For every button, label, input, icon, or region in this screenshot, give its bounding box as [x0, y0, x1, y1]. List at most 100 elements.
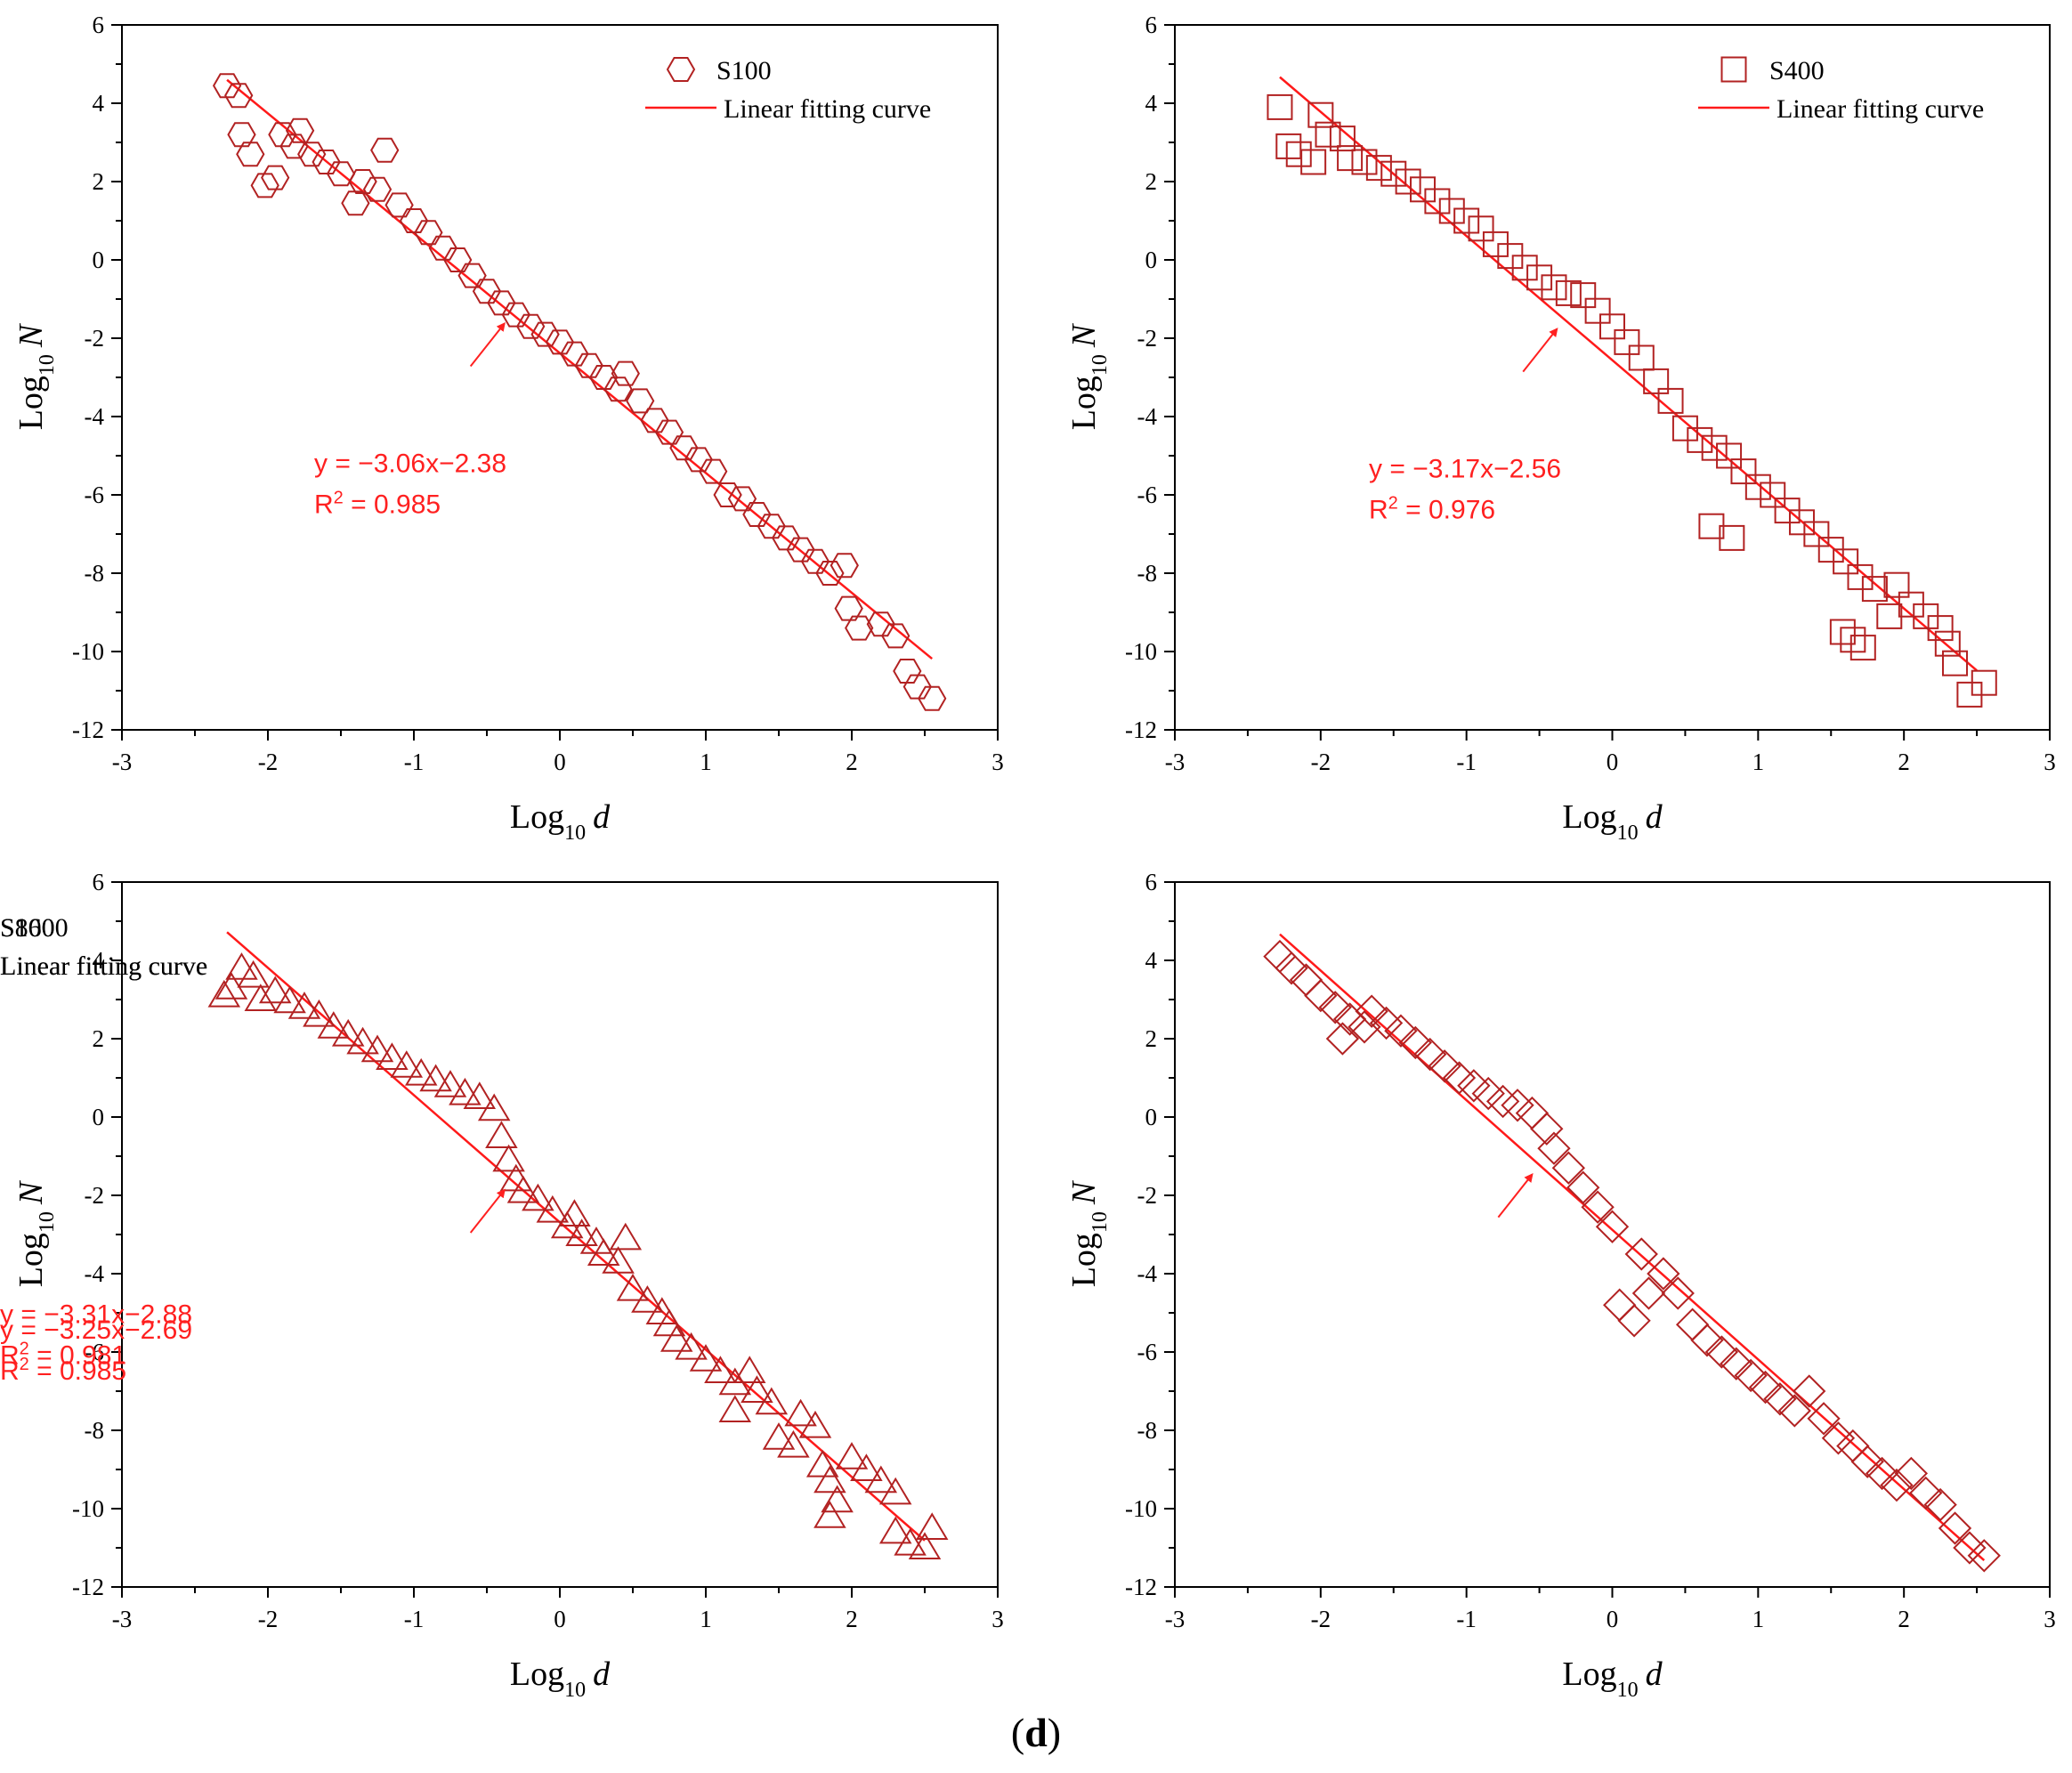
data-point: [1704, 1335, 1739, 1369]
data-point: [1395, 168, 1421, 195]
data-point: [399, 208, 429, 233]
data-point: [1690, 1324, 1724, 1357]
legend-fit-label: Linear fitting curve: [1777, 94, 1984, 124]
data-point: [472, 279, 502, 304]
data-point: [1971, 669, 1997, 696]
y-tick-label: -2: [1137, 325, 1158, 352]
data-point: [704, 1356, 737, 1383]
data-point: [631, 1285, 664, 1313]
y-axis-label-sub: 10: [36, 354, 59, 376]
data-point: [850, 1453, 883, 1481]
data-point: [1541, 274, 1567, 301]
data-point: [268, 122, 297, 148]
data-point: [652, 1308, 686, 1337]
data-point: [579, 1227, 613, 1254]
data-point: [1267, 93, 1293, 120]
data-point: [1329, 125, 1356, 152]
data-point: [297, 142, 327, 167]
y-tick-label: 4: [93, 90, 105, 117]
data-point: [894, 1527, 927, 1556]
data-point: [360, 1034, 394, 1063]
data-point: [212, 73, 242, 99]
y-axis-label-var: N: [12, 1179, 50, 1205]
data-point: [1628, 344, 1655, 371]
y-tick-label: -6: [85, 1339, 105, 1365]
data-point: [237, 959, 270, 988]
data-point: [370, 137, 400, 163]
data-point: [1821, 1421, 1856, 1455]
y-tick-label: 0: [93, 1104, 105, 1130]
data-point: [390, 1050, 424, 1078]
data-point: [1840, 627, 1866, 653]
annotation-arrow: [1497, 1173, 1534, 1218]
y-tick-label: -4: [85, 1260, 105, 1287]
data-point: [487, 290, 516, 316]
data-point: [1833, 548, 1859, 575]
data-point: [273, 985, 306, 1014]
r-squared: R2 = 0.985: [314, 489, 441, 520]
x-tick-label: 0: [1607, 749, 1619, 775]
fit-line: [226, 78, 933, 660]
data-point: [261, 165, 290, 190]
data-point: [1442, 1061, 1477, 1095]
y-tick-label: -10: [1125, 1495, 1157, 1522]
data-point: [560, 341, 589, 367]
data-point: [1624, 1237, 1658, 1271]
r-squared-sup: 2: [1388, 494, 1398, 514]
x-axis-label-sub: 10: [1617, 1679, 1639, 1702]
data-point: [1398, 1025, 1432, 1060]
data-point: [1777, 1394, 1811, 1428]
y-axis-label: Log10 N: [12, 1179, 59, 1287]
legend-marker: [666, 57, 696, 82]
data-point: [1384, 1014, 1418, 1048]
y-tick-label: -6: [85, 482, 105, 508]
x-tick-label: 2: [1898, 749, 1910, 775]
data-point: [1614, 328, 1640, 355]
data-point: [1934, 630, 1961, 657]
data-point: [805, 1449, 839, 1478]
data-point: [1337, 145, 1364, 172]
y-tick-label: -10: [72, 638, 104, 665]
data-point: [878, 1477, 912, 1505]
data-point: [1263, 939, 1297, 974]
y-tick-label: -12: [1125, 716, 1157, 743]
r-squared: R2 = 0.981: [0, 1340, 126, 1371]
r-squared-label: R: [0, 1356, 20, 1386]
data-point: [346, 1026, 379, 1055]
y-tick-label: 6: [93, 869, 105, 895]
x-tick-label: 1: [1752, 749, 1765, 775]
y-tick-label: -12: [1125, 1574, 1157, 1600]
data-point: [499, 1163, 533, 1192]
data-point: [1300, 149, 1327, 175]
y-tick-label: -12: [72, 716, 104, 743]
data-point: [1687, 426, 1713, 453]
x-tick-label: 3: [991, 1606, 1004, 1632]
data-point: [1348, 1010, 1381, 1044]
data-point: [669, 435, 699, 461]
data-point: [611, 360, 640, 386]
data-point: [1927, 615, 1954, 642]
data-point: [414, 220, 443, 246]
x-axis-label: Log10 d: [510, 1656, 611, 1702]
data-point: [772, 525, 801, 551]
data-point: [1807, 1402, 1841, 1436]
y-tick-label: 4: [1145, 90, 1158, 117]
data-point: [1716, 442, 1743, 469]
data-point: [1803, 521, 1830, 547]
x-tick-label: -3: [1165, 1606, 1186, 1632]
data-point: [404, 1057, 438, 1086]
y-tick-label: 2: [93, 1025, 105, 1052]
y-axis-label: Log10 N: [1065, 322, 1112, 430]
y-axis-label-main: Log: [1065, 1233, 1103, 1287]
data-point: [1861, 576, 1888, 603]
data-point: [1661, 1276, 1695, 1310]
annotation-arrow: [469, 321, 506, 368]
data-point: [506, 1175, 540, 1203]
y-tick-label: 4: [1145, 947, 1158, 974]
data-point: [813, 1465, 846, 1494]
x-tick-label: 2: [846, 1606, 858, 1632]
data-point: [303, 999, 336, 1027]
data-point: [384, 192, 414, 218]
